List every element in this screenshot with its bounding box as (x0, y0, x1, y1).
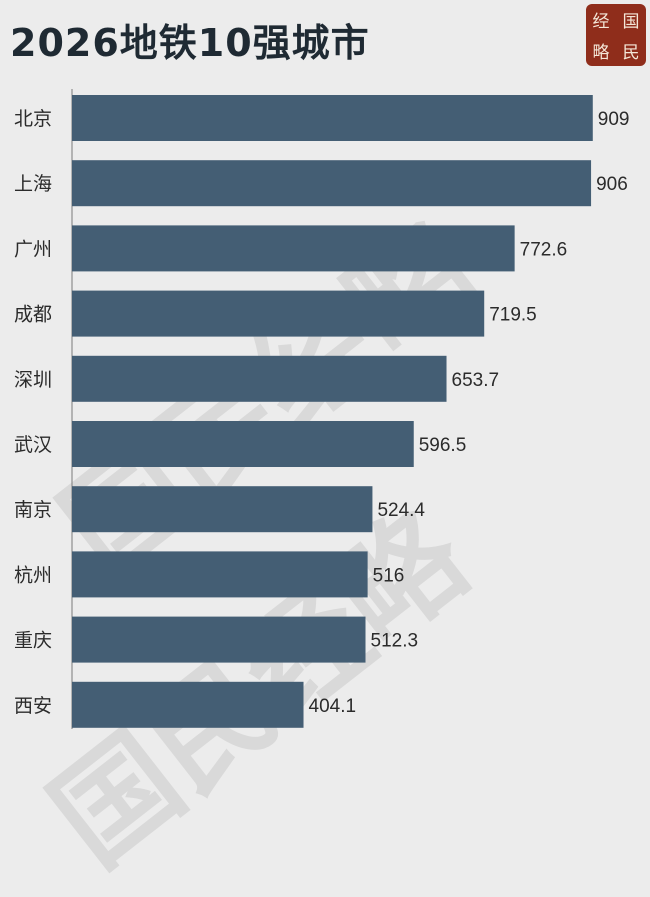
data-label: 524.4 (377, 500, 425, 521)
bar-chart: 北京 909 上海 906 广州 772.6 成都 719.5 深圳 653.7 武汉 596.5 南京… (14, 89, 630, 729)
data-label: 653.7 (452, 370, 500, 391)
category-label: 杭州 (14, 564, 52, 586)
category-label: 武汉 (14, 434, 52, 456)
data-label: 404.1 (309, 696, 357, 717)
category-label: 深圳 (14, 369, 52, 391)
category-label: 重庆 (14, 630, 52, 652)
bar (72, 160, 592, 207)
data-label: 516 (373, 565, 405, 586)
data-label: 719.5 (489, 305, 537, 326)
category-label: 上海 (14, 173, 52, 195)
category-label: 北京 (14, 108, 52, 130)
bar (72, 421, 414, 467)
bar (72, 95, 593, 141)
category-label: 广州 (14, 238, 52, 260)
logo-char: 略 (592, 43, 610, 63)
bar (72, 486, 373, 533)
bar (72, 290, 485, 337)
data-label: 906 (596, 174, 628, 195)
bar (72, 681, 304, 728)
category-label: 西安 (14, 695, 52, 717)
bar (72, 225, 515, 272)
bar (72, 616, 366, 663)
data-label: 772.6 (520, 239, 568, 260)
category-label: 成都 (14, 304, 52, 326)
data-label: 596.5 (419, 435, 467, 456)
page-title: 2026地铁10强城市 (10, 21, 370, 65)
logo-char: 民 (622, 43, 640, 63)
bar (72, 355, 447, 402)
category-label: 南京 (14, 499, 52, 521)
data-label: 909 (598, 109, 630, 130)
logo-char: 经 (592, 12, 610, 32)
logo-char: 国 (622, 12, 640, 32)
bar (72, 551, 368, 598)
brand-logo: 经 国 略 民 (586, 4, 646, 66)
data-label: 512.3 (371, 631, 419, 652)
